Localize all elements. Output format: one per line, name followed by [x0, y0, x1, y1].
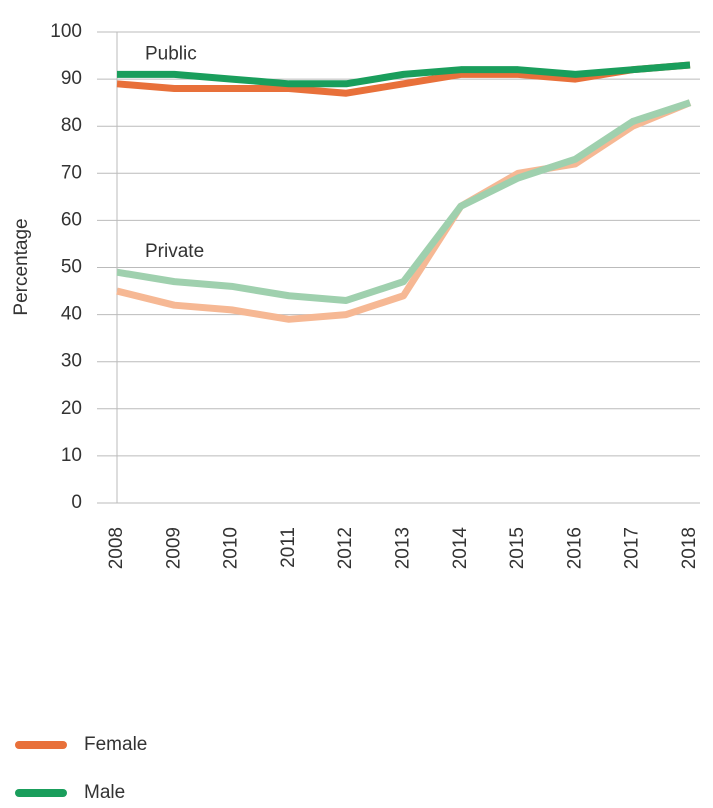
- x-tick-label: 2010: [221, 527, 242, 569]
- y-tick-label: 70: [61, 162, 82, 183]
- x-tick-label: 2013: [393, 527, 414, 569]
- x-tick-label: 2014: [450, 527, 471, 570]
- x-tick-label: 2017: [622, 527, 643, 569]
- y-tick-label: 60: [61, 209, 82, 230]
- legend-label: Male: [84, 782, 125, 803]
- x-tick-label: 2016: [564, 527, 585, 569]
- x-tick-label: 2015: [507, 527, 528, 569]
- y-tick-label: 50: [61, 257, 82, 278]
- y-tick-label: 40: [61, 304, 82, 325]
- x-tick-label: 2011: [278, 527, 299, 568]
- series-line: [116, 99, 692, 304]
- x-tick-label: 2008: [106, 527, 127, 569]
- series-line: [117, 61, 691, 88]
- y-tick-label: 10: [61, 445, 82, 466]
- group-label: Private: [145, 241, 204, 262]
- y-tick-label: 30: [61, 351, 82, 372]
- y-tick-label: 80: [61, 115, 82, 136]
- y-tick-label: 0: [71, 492, 82, 513]
- group-label: Public: [145, 43, 197, 64]
- y-axis-label: Percentage: [11, 218, 32, 315]
- legend-label: Female: [84, 734, 147, 755]
- series-line: [116, 99, 692, 323]
- x-tick-label: 2012: [335, 527, 356, 569]
- y-tick-label: 90: [61, 68, 82, 89]
- x-tick-label: 2018: [679, 527, 700, 569]
- x-tick-label: 2009: [163, 527, 184, 569]
- y-tick-label: 100: [50, 21, 82, 42]
- y-tick-label: 20: [61, 398, 82, 419]
